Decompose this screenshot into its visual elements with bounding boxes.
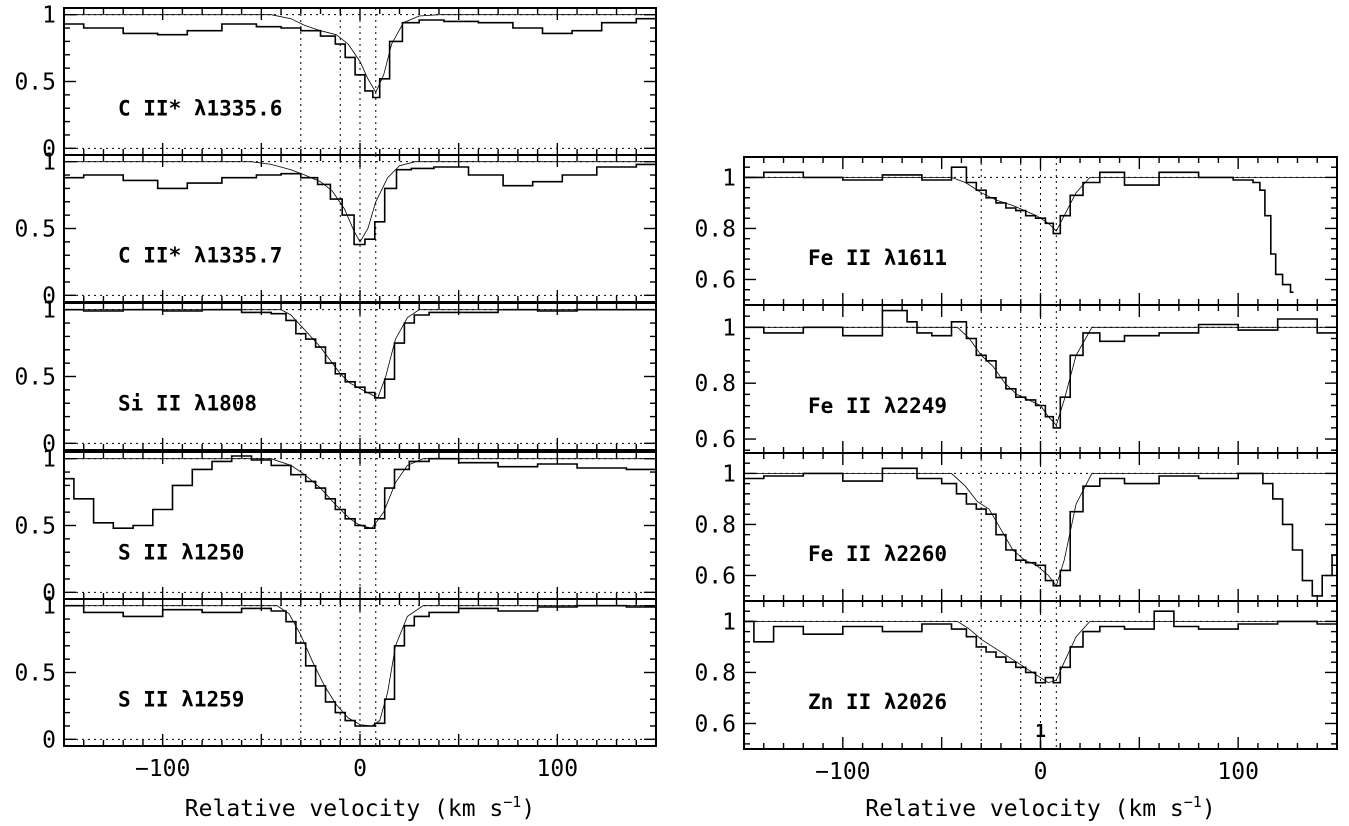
y-tick-label: 0.5 [14, 365, 56, 391]
model-fit [64, 161, 656, 243]
x-tick-label: 100 [1217, 759, 1259, 785]
y-tick-label: 1 [722, 315, 736, 341]
spectrum-line [64, 455, 656, 529]
y-tick-label: 0.6 [694, 267, 736, 293]
spectrum-line [744, 610, 1337, 684]
x-axis-label: Relative velocity (km s−1) [185, 793, 535, 822]
spectrum-line [64, 17, 656, 99]
y-tick-label: 0.8 [694, 216, 736, 242]
spectrum-line [64, 163, 656, 246]
y-tick-label: 0.8 [694, 371, 736, 397]
y-tick-label: 0.8 [694, 512, 736, 538]
transition-label: C II* λ1335.6 [118, 96, 282, 120]
y-tick-label: 1 [42, 3, 56, 29]
transition-label: S II λ1250 [118, 540, 244, 564]
spectrum-line [744, 166, 1294, 293]
y-tick-label: 1 [722, 165, 736, 191]
model-fit [64, 14, 656, 94]
transition-label: S II λ1259 [118, 687, 244, 711]
y-tick-label: 0.5 [14, 70, 56, 96]
panel-1: 1 0.8 0.6 Fe II λ1611 [694, 156, 1338, 306]
x-tick-label: −100 [135, 756, 190, 782]
y-tick-label: 0.8 [694, 660, 736, 686]
y-tick-label: 0.5 [14, 661, 56, 687]
y-tick-label: 0 [42, 727, 56, 753]
model-fit [64, 309, 656, 399]
spectrum-line [744, 309, 1337, 429]
transition-label: Fe II λ2260 [808, 542, 947, 566]
y-tick-label: 1 [42, 150, 56, 176]
panel-4: 1 0.8 0.6 Zn II λ2026 1 [694, 600, 1338, 750]
y-tick-label: 1 [722, 609, 736, 635]
y-tick-label: 0 [42, 580, 56, 606]
y-tick-label: 0 [42, 136, 56, 162]
y-tick-label: 1 [42, 447, 56, 473]
x-axis-label: Relative velocity (km s−1) [865, 793, 1215, 822]
y-tick-label: 1 [42, 298, 56, 324]
panel-4: 1 0.5 0 S II λ1250 [14, 447, 657, 606]
panel-2: 1 0.8 0.6 Fe II λ2249 [694, 304, 1338, 454]
panel-1: 1 0.5 0 C II* λ1335.6 [14, 3, 657, 162]
x-tick-label: 100 [537, 756, 579, 782]
x-tick-label: 0 [353, 756, 367, 782]
component-marker: 1 [1035, 721, 1046, 742]
spectrum-line [64, 308, 656, 399]
transition-label: Fe II λ2249 [808, 394, 947, 418]
y-tick-label: 0.6 [694, 563, 736, 589]
panel-3: 1 0.8 0.6 Fe II λ2260 [694, 452, 1338, 602]
panel-3: 1 0.5 0 Si II λ1808 [14, 298, 657, 457]
model-fit [744, 177, 1337, 232]
y-tick-label: 0.5 [14, 514, 56, 540]
y-tick-label: 0 [42, 431, 56, 457]
x-tick-label: −100 [815, 759, 870, 785]
transition-label: Si II λ1808 [118, 391, 257, 415]
model-fit [744, 621, 1337, 684]
y-tick-label: 0.6 [694, 711, 736, 737]
left-velocity-plot: 1 0.5 0 C II* λ1335.6 1 0.5 0 C II* λ1335.7 1 0.5… [14, 3, 657, 822]
right-velocity-plot: 1 0.8 0.6 Fe II λ1611 1 0.8 0.6 Fe II λ2249 1 0.8… [694, 156, 1338, 822]
y-tick-label: 1 [722, 461, 736, 487]
x-tick-label: 0 [1034, 759, 1048, 785]
transition-label: Zn II λ2026 [808, 690, 947, 714]
y-tick-label: 1 [42, 594, 56, 620]
y-tick-label: 0.6 [694, 427, 736, 453]
spectrum-line [744, 467, 1337, 597]
y-tick-label: 0 [42, 283, 56, 309]
panel-2: 1 0.5 0 C II* λ1335.7 [14, 150, 657, 309]
panel-5: 1 0.5 0 S II λ1259 [14, 594, 657, 753]
y-tick-label: 0.5 [14, 217, 56, 243]
transition-label: C II* λ1335.7 [118, 243, 282, 267]
spectrum-line [64, 604, 656, 727]
transition-label: Fe II λ1611 [808, 246, 947, 270]
